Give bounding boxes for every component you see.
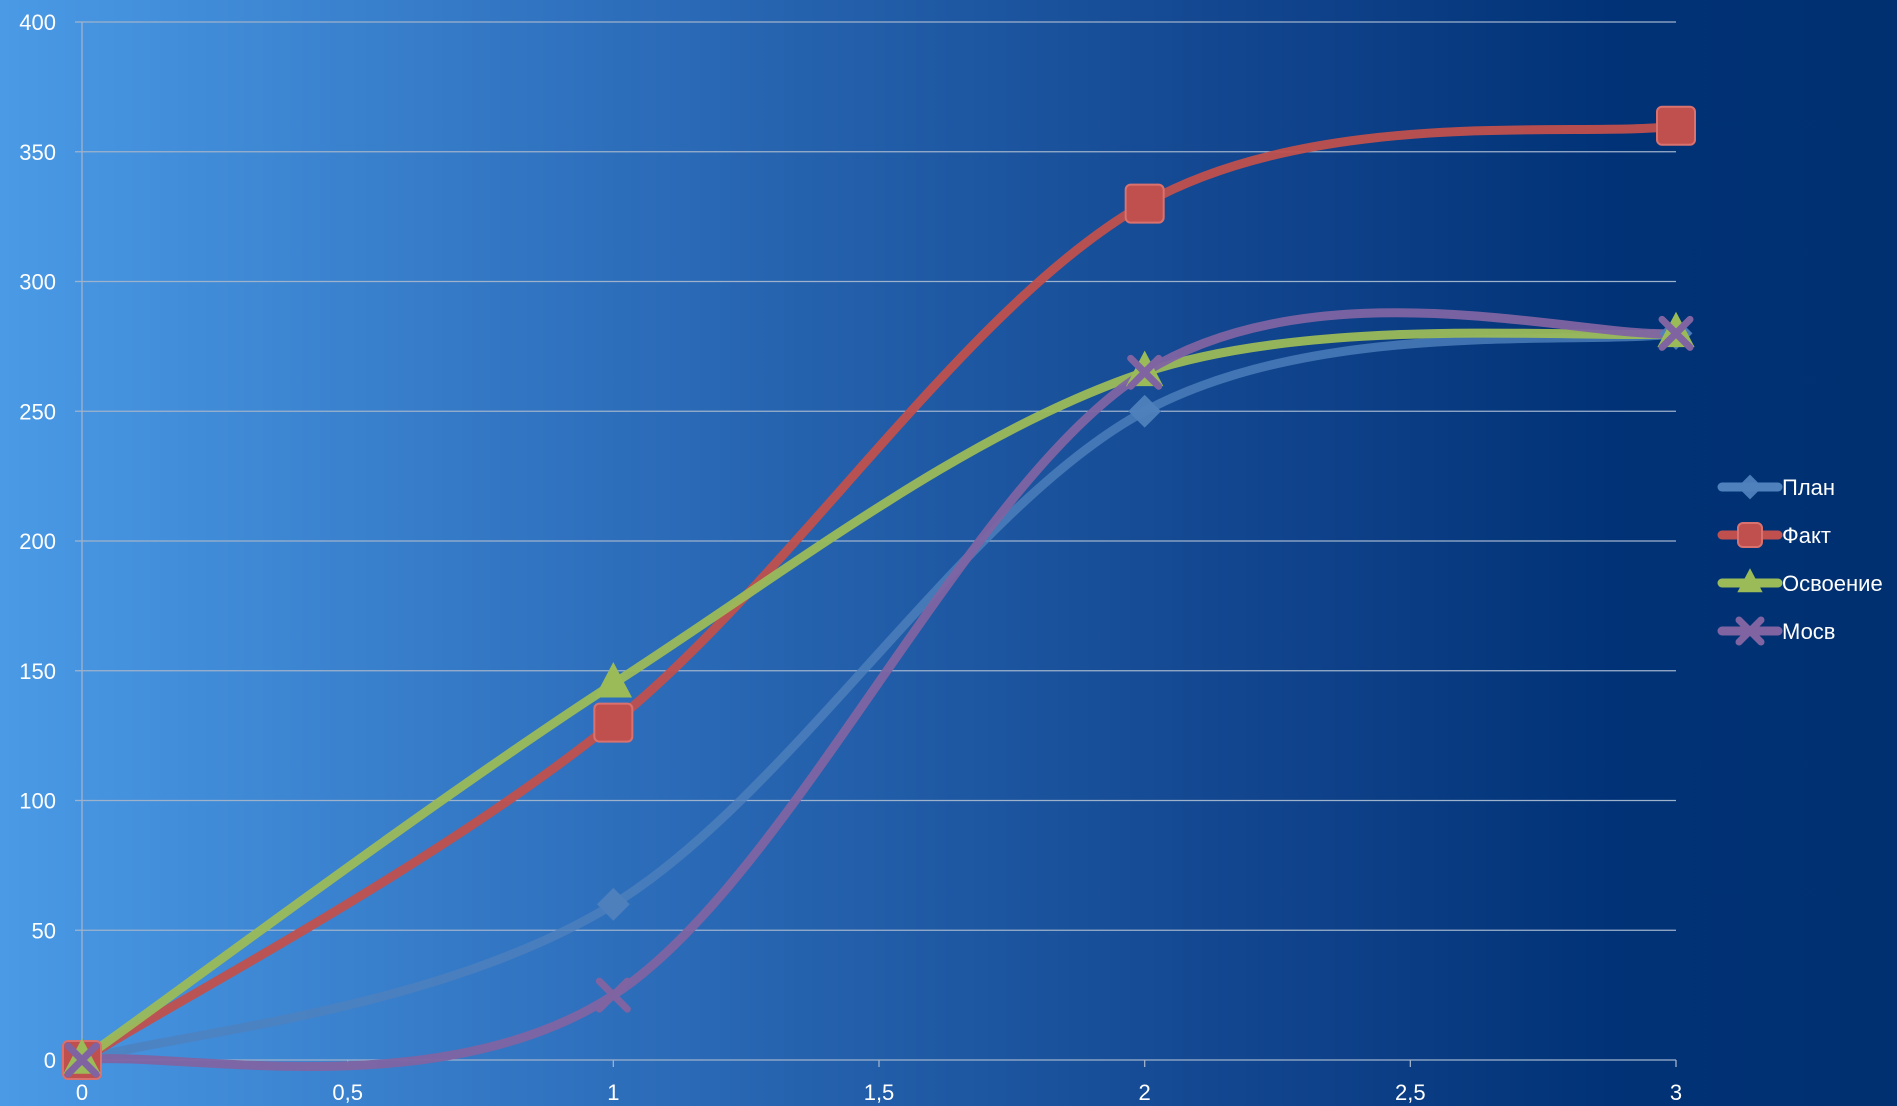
legend-marker-diamond	[1737, 474, 1763, 500]
y-tick-label: 250	[19, 399, 56, 424]
data-point-diamond	[596, 887, 630, 921]
legend: План Факт Освоение Мосв	[1717, 474, 1883, 646]
data-point-triangle	[594, 662, 632, 698]
series-markers	[62, 105, 1696, 1080]
x-tick-label: 2	[1139, 1080, 1151, 1105]
series-line-diamond	[77, 328, 1681, 1065]
legend-label: Мосв	[1782, 619, 1836, 644]
series-line-triangle	[77, 328, 1681, 1065]
data-point-square	[1124, 183, 1165, 224]
gridlines	[82, 21, 1676, 931]
x-tick-label: 2,5	[1395, 1080, 1426, 1105]
x-tick-label: 1	[607, 1080, 619, 1105]
y-tick-label: 400	[19, 10, 56, 35]
x-tick-label: 1,5	[864, 1080, 895, 1105]
legend-label: План	[1782, 475, 1835, 500]
y-tick-label: 0	[44, 1048, 56, 1073]
y-tick-label: 50	[32, 918, 56, 943]
y-tick-label: 350	[19, 140, 56, 165]
x-tick-label: 0,5	[332, 1080, 363, 1105]
legend-marker-square	[1737, 522, 1763, 548]
x-tick-label: 3	[1670, 1080, 1682, 1105]
legend-entry: Освоение	[1717, 568, 1883, 596]
series-line-x	[77, 308, 1681, 1071]
y-tick-label: 100	[19, 789, 56, 814]
data-point-diamond	[1128, 394, 1162, 428]
data-point-x	[595, 977, 631, 1013]
series-lines	[77, 121, 1681, 1071]
legend-entry: План	[1717, 474, 1835, 500]
legend-entry: Мосв	[1717, 616, 1836, 646]
y-tick-label: 150	[19, 659, 56, 684]
legend-label: Факт	[1782, 523, 1831, 548]
data-point-x	[1658, 315, 1694, 351]
series-line-square	[77, 121, 1681, 1065]
legend-label: Освоение	[1782, 571, 1883, 596]
y-tick-label: 300	[19, 270, 56, 295]
legend-entry: Факт	[1717, 522, 1831, 548]
x-tick-label: 0	[76, 1080, 88, 1105]
y-tick-label: 200	[19, 529, 56, 554]
data-point-x	[64, 1042, 100, 1078]
axes: 0 50 100 150 200 250 300 350 400 0 0,5 1 1,5 2 2,5 3	[19, 10, 1682, 1105]
data-point-x	[1127, 354, 1163, 390]
data-point-square	[593, 702, 634, 743]
legend-marker-triangle	[1737, 568, 1763, 593]
data-point-square	[1656, 105, 1696, 146]
legend-marker-x	[1735, 616, 1765, 646]
